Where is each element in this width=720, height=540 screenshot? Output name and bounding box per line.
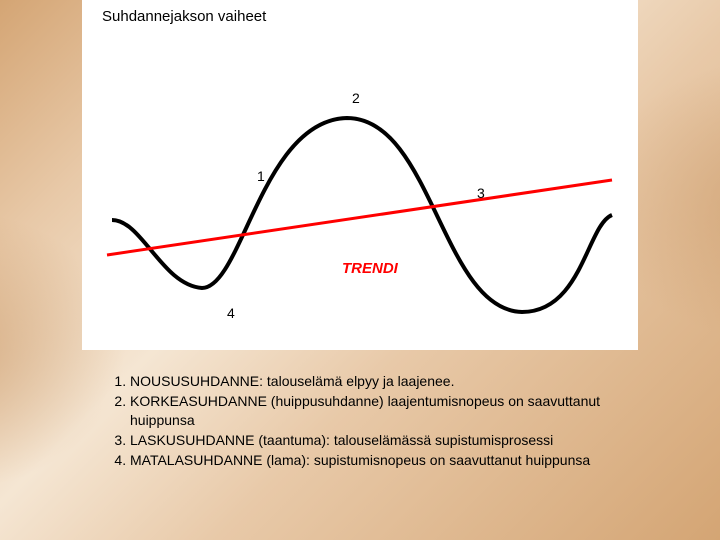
definitions-list: NOUSUSUHDANNE: talouselämä elpyy ja laaj… bbox=[108, 372, 648, 470]
trend-label: TRENDI bbox=[342, 260, 398, 277]
phase-marker-3: 3 bbox=[477, 185, 485, 201]
chart-title: Suhdannejakson vaiheet bbox=[102, 8, 266, 25]
phase-marker-4: 4 bbox=[227, 305, 235, 321]
trend-line bbox=[107, 180, 612, 255]
phase-marker-1: 1 bbox=[257, 168, 265, 184]
chart-container: Suhdannejakson vaiheet 1 2 3 4 TRENDI bbox=[82, 0, 638, 350]
definition-item: MATALASUHDANNE (lama): supistumisnopeus … bbox=[130, 451, 648, 470]
cycle-curve bbox=[112, 118, 612, 312]
phase-marker-2: 2 bbox=[352, 90, 360, 106]
definition-item: KORKEASUHDANNE (huippusuhdanne) laajentu… bbox=[130, 392, 648, 430]
definition-item: NOUSUSUHDANNE: talouselämä elpyy ja laaj… bbox=[130, 372, 648, 391]
definition-item: LASKUSUHDANNE (taantuma): talouselämässä… bbox=[130, 431, 648, 450]
business-cycle-chart bbox=[82, 30, 638, 350]
